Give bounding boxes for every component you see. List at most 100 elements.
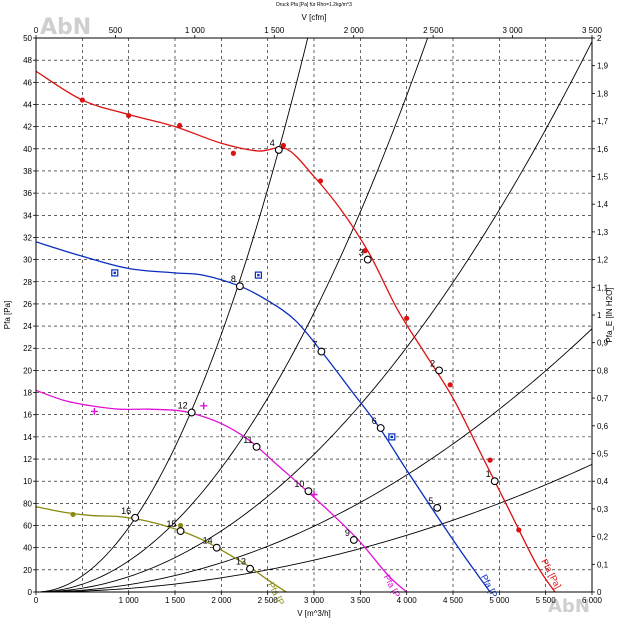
operating-point-label: 7: [312, 340, 317, 350]
system-curve: [36, 41, 592, 592]
operating-point: [317, 347, 326, 356]
y2-tick-label: 0,2: [597, 533, 609, 542]
operating-point: [304, 487, 313, 496]
measurement-point: [177, 522, 184, 529]
grid: [36, 38, 592, 592]
measurement-point: [487, 457, 493, 463]
operating-point-label: 9: [345, 528, 350, 538]
operating-point: [435, 366, 444, 375]
y-tick-label: 28: [23, 278, 32, 287]
watermark-top: AbN: [40, 15, 91, 40]
fan-curve: [36, 506, 287, 592]
operating-point-label: 13: [236, 557, 246, 567]
measurement-point: [362, 248, 368, 254]
y-tick-label: 16: [23, 411, 32, 420]
y2-tick-label: 0,4: [597, 477, 609, 486]
y-axis-label: Pfa [Pa]: [3, 301, 12, 329]
measurement-point: [126, 112, 132, 119]
fan-curve: [36, 70, 556, 592]
measurement-point: [70, 511, 76, 518]
operating-point: [376, 424, 385, 432]
system-curve: [36, 38, 309, 592]
operating-point: [490, 477, 499, 486]
fan-curve: [36, 241, 491, 592]
y2-tick-label: 0,7: [597, 394, 609, 403]
y2-tick-label: 1,8: [597, 89, 609, 98]
watermark-bottom: AbN: [548, 596, 590, 617]
x-tick-label: 5 000: [489, 596, 510, 605]
x-tick-label: 0: [34, 596, 39, 605]
y-tick-label: 30: [23, 256, 32, 265]
system-curve: [36, 38, 429, 592]
x2-tick-label: 2 000: [344, 26, 365, 35]
y2-tick-label: 0,6: [597, 422, 609, 431]
y-tick-label: 44: [23, 100, 32, 109]
x2-tick-label: 500: [109, 26, 123, 35]
y-tick-label: 26: [23, 300, 32, 309]
operating-point: [176, 527, 185, 536]
x2-tick-label: 2 500: [423, 26, 444, 35]
y2-tick-label: 0,3: [597, 505, 609, 514]
y-tick-label: 38: [23, 167, 32, 176]
y-tick-label: 40: [23, 145, 32, 154]
y-tick-label: 24: [23, 322, 32, 331]
x-axis-label: V [m^3/h]: [297, 609, 331, 618]
x-tick-label: 6 000: [582, 596, 603, 605]
system-curve: [36, 328, 592, 592]
operating-point: [131, 513, 140, 522]
operating-point-label: 6: [372, 416, 377, 426]
system-curve: [36, 463, 592, 592]
operating-point: [187, 408, 196, 417]
x-tick-label: 5 500: [536, 596, 557, 605]
y-tick-label: 34: [23, 211, 32, 220]
y-tick-label: 42: [23, 123, 32, 132]
y-tick-label: 50: [23, 34, 32, 43]
measurement-point: [388, 433, 396, 441]
measurement-point-core: [257, 273, 260, 277]
measurement-point: [200, 402, 208, 410]
x2-tick-label: 3 000: [503, 26, 524, 35]
measurement-point-core: [113, 271, 116, 275]
y-tick-label: 48: [23, 56, 32, 65]
measurement-point: [404, 315, 410, 321]
x-tick-label: 1 000: [119, 596, 140, 605]
measurement-point: [230, 150, 236, 156]
y2-tick-label: 1,9: [597, 62, 609, 71]
y-tick-label: 32: [23, 233, 32, 242]
y2-tick-label: 0,5: [597, 450, 609, 459]
y-tick-label: 46: [23, 78, 32, 87]
x2-tick-label: 0: [34, 26, 39, 35]
measurement-point-core: [390, 435, 394, 439]
operating-point-label: 15: [167, 519, 177, 529]
y2-tick-label: 1,2: [597, 256, 609, 265]
x-tick-label: 4 500: [443, 596, 464, 605]
measurement-markers: [70, 97, 522, 533]
x-tick-label: 3 000: [304, 596, 325, 605]
operating-point-label: 2: [430, 358, 435, 368]
operating-point-label: 16: [121, 506, 131, 516]
operating-point-label: 1: [486, 469, 491, 479]
y-tick-label: 22: [23, 344, 32, 353]
chart-title: Druck Pfa [Pa] für Rho=1.2kg/m^3: [276, 2, 352, 8]
x-tick-label: 1 500: [165, 596, 186, 605]
operating-point: [246, 564, 255, 573]
y-tick-label: 10: [23, 477, 32, 486]
operating-point-label: 8: [231, 274, 236, 284]
operating-point: [212, 543, 221, 552]
x-tick-label: 2 500: [258, 596, 279, 605]
x-tick-label: 4 000: [397, 596, 418, 605]
y2-tick-label: 1,6: [597, 145, 609, 154]
y2-axis-label: Pfa_E [IN H2O]: [605, 287, 614, 342]
measurement-point: [79, 97, 85, 103]
y2-tick-label: 1,3: [597, 228, 609, 237]
y2-tick-label: 0: [597, 588, 602, 597]
measurement-point: [254, 271, 262, 279]
x2-axis-label: V [cfm]: [302, 13, 327, 22]
measurement-point: [310, 490, 318, 498]
y2-tick-label: 1,4: [597, 200, 609, 209]
y2-tick-label: 1,1: [597, 283, 609, 292]
y2-tick-label: 0,9: [597, 339, 609, 348]
